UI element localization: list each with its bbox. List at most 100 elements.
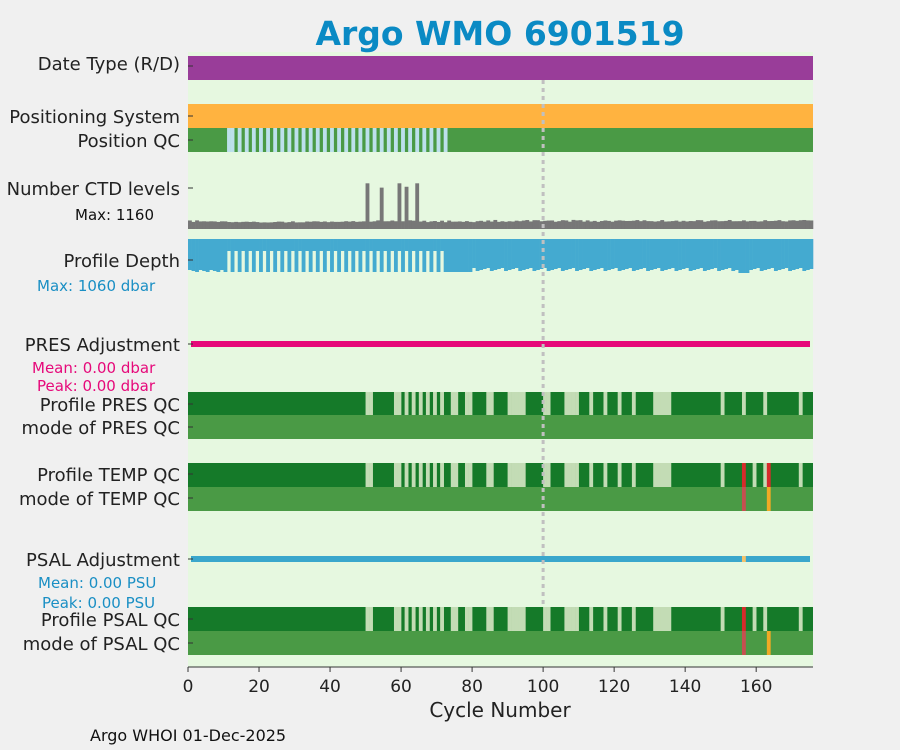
pres-qc-light-cell bbox=[656, 392, 661, 415]
ctd-level-bar bbox=[674, 220, 679, 229]
profile-depth-bar bbox=[585, 239, 590, 268]
ctd-level-bar bbox=[536, 220, 540, 229]
profile-depth-bar bbox=[223, 239, 228, 272]
mode-temp-red-cell bbox=[741, 487, 746, 511]
profile-depth-bar bbox=[752, 239, 757, 269]
temp-qc-light-cell bbox=[507, 463, 512, 487]
ctd-level-bar bbox=[582, 221, 587, 229]
position-qc-pale-cell bbox=[273, 128, 278, 152]
row-notes: Max: 1160 Max: 1060 dbar Mean: 0.00 dbar… bbox=[32, 206, 156, 612]
psal-qc-light-cell bbox=[514, 607, 519, 631]
profile-depth-bar bbox=[354, 239, 359, 251]
ctd-level-bar bbox=[418, 221, 423, 229]
psal-qc-light-cell bbox=[440, 607, 444, 631]
position-qc-pale-cell bbox=[386, 128, 391, 152]
position-qc-pale-cell bbox=[401, 128, 405, 152]
profile-depth-bar bbox=[649, 239, 654, 270]
ctd-level-bar bbox=[195, 220, 199, 229]
temp-qc-light-cell bbox=[404, 463, 409, 487]
ctd-level-bar bbox=[507, 221, 512, 229]
temp-qc-light-cell bbox=[369, 463, 373, 487]
ctd-level-bar bbox=[770, 220, 775, 229]
ctd-level-bar bbox=[191, 221, 196, 229]
profile-depth-bar bbox=[475, 239, 480, 271]
profile-depth-bar bbox=[358, 239, 363, 272]
ctd-level-bar bbox=[713, 220, 718, 229]
psal-qc-light-cell bbox=[631, 607, 636, 631]
ctd-level-bar bbox=[362, 221, 366, 229]
ctd-level-bar bbox=[205, 221, 210, 229]
ctd-level-bar bbox=[603, 220, 608, 229]
ctd-level-bar bbox=[464, 221, 469, 229]
position-qc-pale-cell bbox=[379, 128, 384, 152]
ctd-level-bar bbox=[333, 221, 338, 229]
pres-qc-light-cell bbox=[603, 392, 608, 415]
psal-qc-light-cell bbox=[397, 607, 402, 631]
profile-depth-bar bbox=[212, 239, 217, 271]
position-qc-pale-cell bbox=[372, 128, 377, 152]
profile-depth-bar bbox=[557, 239, 562, 268]
ctd-level-bar bbox=[578, 220, 583, 229]
profile-depth-bar bbox=[443, 239, 448, 272]
ctd-level-bar bbox=[681, 220, 686, 229]
profile-depth-bar bbox=[798, 239, 803, 268]
xtick-label: 60 bbox=[390, 677, 412, 697]
ctd-level-bar bbox=[283, 222, 288, 229]
profile-depth-bar bbox=[805, 239, 810, 270]
ctd-level-bar bbox=[631, 220, 636, 229]
profile-depth-bar bbox=[365, 239, 370, 272]
psal-qc-light-cell bbox=[567, 607, 572, 631]
profile-depth-bar bbox=[436, 239, 441, 272]
profile-depth-bar bbox=[376, 239, 381, 251]
ctd-level-bar bbox=[354, 221, 359, 229]
ctd-level-bar bbox=[369, 221, 373, 229]
psal-qc-light-cell bbox=[763, 607, 768, 631]
pres-qc-light-cell bbox=[567, 392, 572, 415]
ctd-level-bar bbox=[649, 221, 654, 229]
ctd-level-bar bbox=[660, 220, 665, 229]
psal-qc-light-cell bbox=[425, 607, 430, 631]
ctd-level-bar bbox=[347, 221, 352, 229]
ctd-level-bar bbox=[340, 221, 345, 229]
ctd-level-bar bbox=[337, 221, 341, 229]
temp-qc-light-cell bbox=[393, 463, 398, 487]
ctd-level-bar bbox=[440, 220, 444, 229]
profile-depth-bar bbox=[603, 239, 608, 271]
ctd-level-bar bbox=[489, 221, 494, 229]
ctd-level-bar bbox=[475, 221, 480, 229]
temp-qc-light-cell bbox=[575, 463, 579, 487]
ctd-level-bar bbox=[667, 221, 672, 229]
ctd-level-bar bbox=[457, 221, 462, 229]
profile-depth-bar bbox=[259, 239, 263, 272]
pres-qc-light-cell bbox=[468, 392, 473, 415]
profile-depth-bar bbox=[788, 239, 792, 271]
label-profile-pres-qc: Profile PRES QC bbox=[40, 395, 180, 416]
label-pres-adjustment: PRES Adjustment bbox=[25, 335, 180, 356]
ctd-level-bar bbox=[376, 220, 381, 229]
profile-depth-bar bbox=[660, 239, 665, 271]
profile-depth-bar bbox=[283, 239, 288, 251]
profile-depth-bar bbox=[496, 239, 501, 269]
profile-depth-bar bbox=[770, 239, 775, 268]
psal-qc-light-cell bbox=[411, 607, 416, 631]
ctd-level-bar bbox=[642, 220, 647, 229]
position-qc-pale-cell bbox=[365, 128, 370, 152]
ctd-level-bar bbox=[493, 219, 498, 229]
ctd-level-bar bbox=[482, 221, 487, 229]
profile-depth-bar bbox=[255, 239, 260, 251]
profile-depth-bar bbox=[248, 239, 253, 251]
profile-depth-bar bbox=[514, 239, 519, 268]
profile-depth-bar bbox=[198, 239, 203, 270]
profile-depth-bar bbox=[724, 239, 729, 269]
label-positioning-system: Positioning System bbox=[9, 107, 180, 128]
ctd-level-bar bbox=[408, 220, 413, 229]
ctd-level-bar bbox=[330, 221, 334, 229]
temp-qc-light-cell bbox=[518, 463, 523, 487]
ctd-level-bar bbox=[656, 221, 661, 229]
label-ctd-levels: Number CTD levels bbox=[7, 179, 180, 200]
label-position-qc: Position QC bbox=[77, 131, 180, 152]
ctd-level-bar bbox=[717, 221, 721, 229]
temp-qc-light-cell bbox=[397, 463, 402, 487]
profile-depth-bar bbox=[486, 239, 491, 268]
psal-qc-light-cell bbox=[404, 607, 409, 631]
